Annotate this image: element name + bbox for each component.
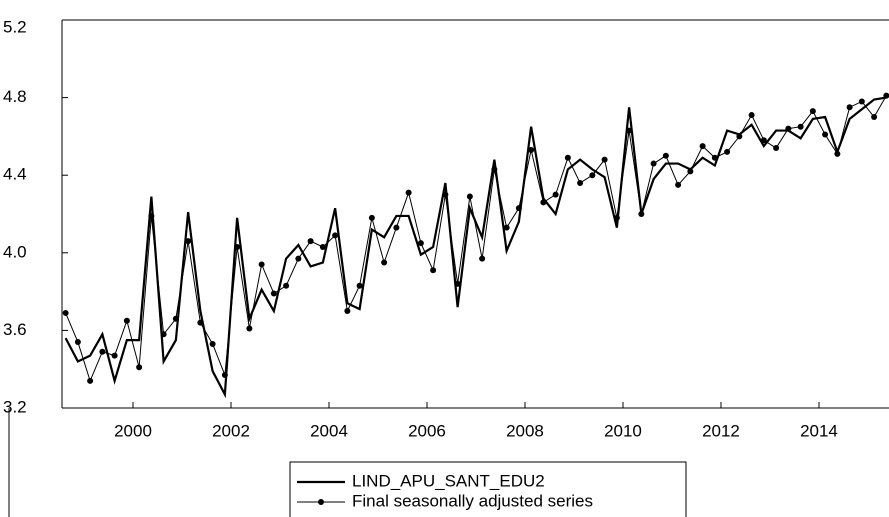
series-marker [368, 214, 375, 221]
series-marker [74, 339, 81, 346]
y-tick-label: 4.8 [3, 87, 27, 106]
series-marker [883, 92, 889, 99]
series-marker [626, 127, 633, 134]
y-tick-label: 4.0 [3, 242, 27, 261]
x-tick-label: 2002 [212, 421, 250, 440]
series-marker [822, 131, 829, 138]
series-marker [785, 125, 792, 132]
series-marker [258, 261, 265, 268]
series-marker [797, 123, 804, 130]
series-marker [283, 282, 290, 289]
series-marker [846, 104, 853, 111]
series-marker [699, 143, 706, 150]
series-marker [748, 112, 755, 119]
series-marker [295, 255, 302, 262]
series-marker [356, 282, 363, 289]
series-marker [528, 146, 535, 153]
series-marker [724, 148, 731, 155]
series-marker [136, 364, 143, 371]
x-tick-label: 2006 [408, 421, 446, 440]
series-marker [834, 150, 841, 157]
series-marker [454, 280, 461, 287]
series-marker [871, 114, 878, 120]
series-marker [246, 325, 253, 332]
series-marker [148, 212, 155, 219]
series-marker [564, 154, 571, 161]
legend-marker [318, 499, 324, 505]
series-marker [466, 193, 473, 200]
legend-label: LIND_APU_SANT_EDU2 [352, 471, 545, 490]
series-marker [160, 331, 167, 338]
series-marker [234, 243, 241, 250]
x-tick-label: 2008 [506, 421, 544, 440]
series-marker [99, 348, 106, 355]
series-marker [307, 238, 314, 245]
x-tick-label: 2000 [114, 421, 152, 440]
series-marker [197, 319, 204, 326]
series-marker [515, 205, 522, 212]
y-tick-label: 4.4 [3, 165, 27, 184]
series-marker [209, 340, 216, 347]
series-marker [638, 211, 645, 217]
series-marker [858, 98, 865, 105]
series-marker [430, 267, 437, 274]
legend-box [289, 461, 687, 517]
series-marker [405, 189, 412, 196]
series-marker [270, 290, 277, 297]
series-line [65, 95, 887, 383]
series-marker [662, 152, 669, 159]
series-marker [650, 160, 657, 167]
series-marker [675, 181, 682, 188]
legend-label: Final seasonally adjusted series [352, 491, 593, 510]
series-marker [540, 199, 547, 206]
series-marker [111, 352, 118, 359]
y-tick-label: 3.6 [3, 320, 27, 339]
series-marker [760, 137, 767, 144]
series-marker [552, 191, 559, 198]
series-marker [381, 259, 388, 266]
series-marker [62, 309, 69, 316]
series-marker [344, 308, 351, 314]
series-marker [736, 133, 743, 140]
series-marker [185, 238, 192, 245]
x-tick-label: 2014 [800, 421, 838, 440]
series-marker [613, 214, 620, 221]
series-marker [332, 232, 339, 239]
series-marker [601, 156, 608, 163]
series-marker [577, 179, 584, 186]
series-marker [589, 172, 596, 179]
series-marker [319, 243, 326, 250]
series-marker [393, 224, 400, 231]
series-marker [711, 154, 718, 161]
y-tick-label: 3.2 [3, 397, 27, 416]
series-marker [503, 224, 510, 231]
series-marker [809, 108, 816, 115]
series-marker [479, 255, 486, 262]
x-tick-label: 2012 [702, 421, 740, 440]
series-marker [491, 166, 498, 173]
series-marker [87, 377, 94, 384]
series-marker [417, 240, 424, 247]
x-tick-label: 2010 [604, 421, 642, 440]
y-tick-label: 5.2 [3, 17, 27, 36]
series-marker [773, 145, 780, 152]
series-marker [172, 315, 179, 322]
series-marker [687, 168, 694, 175]
series-marker [221, 372, 228, 379]
series-marker [123, 317, 130, 324]
series-marker [442, 191, 449, 198]
x-tick-label: 2004 [310, 421, 348, 440]
